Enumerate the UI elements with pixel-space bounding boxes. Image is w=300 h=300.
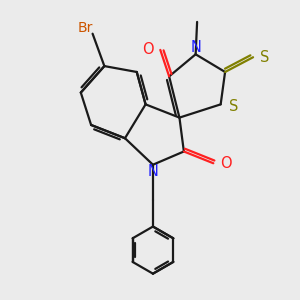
Text: S: S [260,50,269,65]
Text: N: N [190,40,201,55]
Text: S: S [229,99,238,114]
Text: O: O [220,156,231,171]
Text: N: N [148,164,158,179]
Text: Br: Br [77,21,93,35]
Text: O: O [142,42,154,57]
